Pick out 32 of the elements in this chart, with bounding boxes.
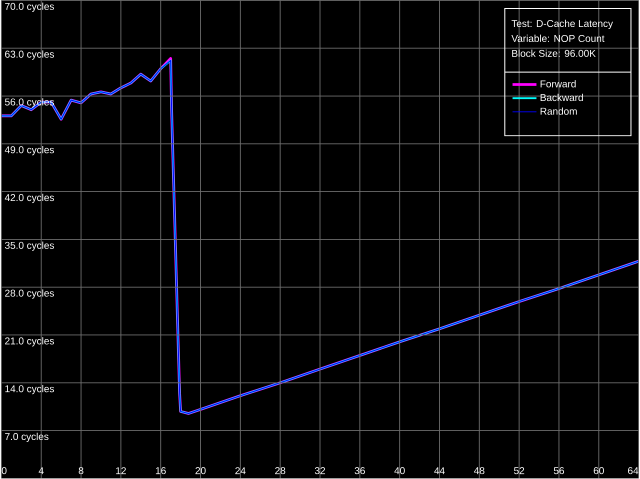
legend-label: Backward bbox=[540, 94, 583, 102]
annotation: Test: D-Cache Latency bbox=[512, 20, 613, 30]
y-tick-label: 63.0 cycles bbox=[5, 50, 54, 60]
x-tick-label: 4 bbox=[38, 467, 44, 474]
x-tick-label: 0 bbox=[2, 467, 7, 474]
x-tick-label: 28 bbox=[275, 467, 286, 474]
y-tick-label: 7.0 cycles bbox=[5, 432, 48, 442]
y-tick-label: 35.0 cycles bbox=[4, 242, 54, 251]
x-tick-label: 20 bbox=[195, 467, 206, 474]
annotation: Block Size: 96.00K bbox=[512, 50, 596, 58]
y-tick-label: 14.0 cycles bbox=[5, 385, 54, 394]
annotation: Variable: NOP Count bbox=[511, 34, 604, 42]
x-tick-label: 8 bbox=[78, 467, 84, 474]
x-tick-label: 24 bbox=[235, 467, 246, 474]
y-tick-label: 49.0 cycles bbox=[4, 146, 54, 156]
x-tick-label: 32 bbox=[314, 467, 326, 474]
x-tick-label: 44 bbox=[434, 467, 445, 474]
y-tick-label: 21.0 cycles bbox=[5, 337, 54, 347]
x-tick-label: 60 bbox=[594, 467, 604, 474]
x-tick-label: 52 bbox=[514, 467, 524, 474]
y-tick-label: 70.0 cycles bbox=[5, 2, 54, 12]
x-tick-label: 64 bbox=[628, 467, 638, 474]
y-tick-label: 28.0 cycles bbox=[5, 289, 54, 299]
x-tick-label: 36 bbox=[354, 467, 365, 474]
legend-label: Forward bbox=[540, 80, 576, 88]
x-tick-label: 48 bbox=[474, 467, 484, 474]
x-tick-label: 12 bbox=[116, 467, 126, 474]
x-tick-label: 40 bbox=[394, 467, 405, 474]
legend-label: Random bbox=[540, 108, 577, 115]
x-tick-label: 56 bbox=[554, 467, 564, 474]
y-tick-label: 42.0 cycles bbox=[4, 194, 54, 204]
x-tick-label: 16 bbox=[156, 467, 166, 474]
